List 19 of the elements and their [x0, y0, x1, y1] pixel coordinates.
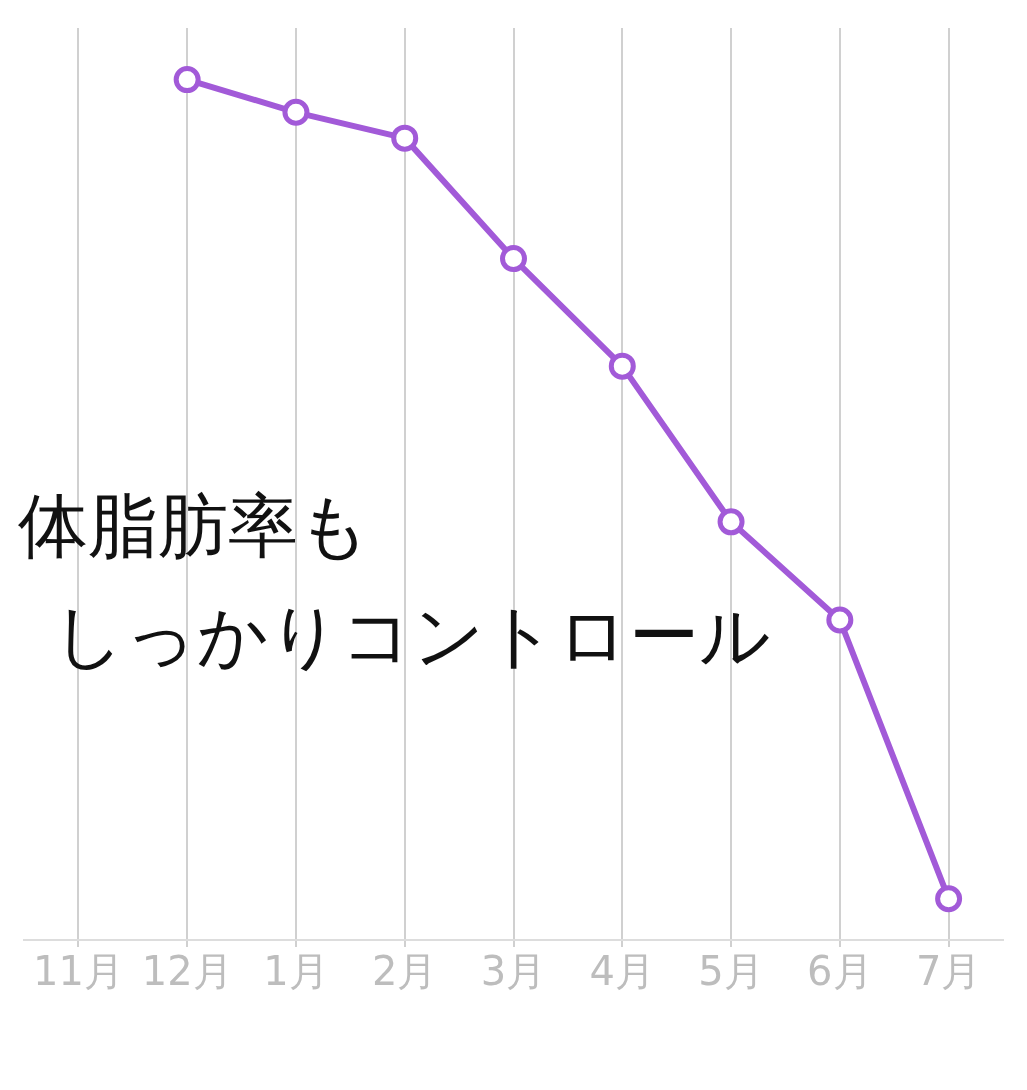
x-tick-label: 3月 — [480, 948, 547, 995]
x-tick-label: 5月 — [698, 948, 764, 995]
point — [608, 352, 636, 380]
x-tick-label: 2月 — [372, 948, 438, 995]
point — [173, 66, 201, 94]
annotation: 体脂肪率も — [18, 485, 370, 567]
x-tick-label: 7月 — [915, 948, 982, 995]
x-tick-label: 12月 — [141, 948, 233, 995]
x-tick-label: 6月 — [807, 948, 873, 995]
point — [935, 885, 963, 913]
point — [500, 245, 527, 273]
x-tick-label: 11月 — [32, 948, 124, 995]
point — [391, 124, 419, 152]
point — [717, 508, 745, 536]
annotation: しっかりコントロール — [53, 595, 771, 677]
point — [826, 606, 854, 634]
x-tick-label: 1月 — [263, 948, 329, 995]
point — [282, 98, 310, 126]
x-tick-label: 4月 — [589, 948, 655, 995]
